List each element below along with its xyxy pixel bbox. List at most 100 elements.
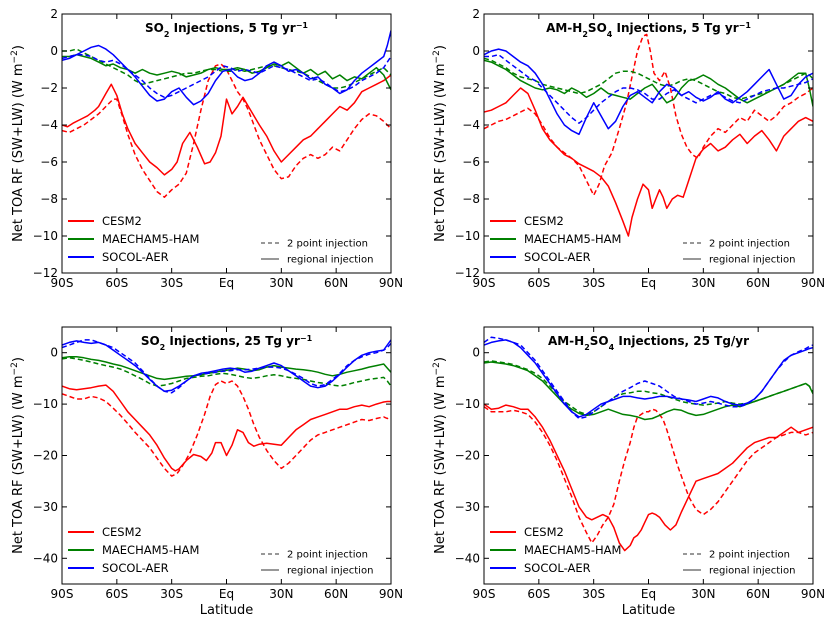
x-tick-label: 90S xyxy=(51,587,74,601)
y-tick-label: −30 xyxy=(33,500,58,514)
x-tick-label: 90S xyxy=(473,276,496,290)
x-tick-label: 60S xyxy=(105,276,128,290)
y-tick-label: −8 xyxy=(40,192,58,206)
series-line-cesm2-solid xyxy=(484,403,813,552)
ylabel-text: Net TOA RF (SW+LW) (W m xyxy=(11,63,26,241)
style-label: 2 point injection xyxy=(287,550,368,561)
y-tick-label: −40 xyxy=(33,551,58,565)
title-subscript: 2 xyxy=(160,343,166,352)
y-tick-label: −12 xyxy=(455,266,480,280)
legend-label-cesm2: CESM2 xyxy=(102,525,142,539)
series-line-maecham5-ham-solid xyxy=(484,59,813,107)
series-line-maecham5-ham-dashed xyxy=(484,360,813,416)
title-superscript: −1 xyxy=(296,21,309,30)
series-line-socol-aer-dashed xyxy=(484,336,813,420)
x-axis-label: Latitude xyxy=(622,603,676,618)
series-group xyxy=(484,33,813,237)
legend-label-maecham5-ham: MAECHAM5-HAM xyxy=(102,232,199,246)
x-tick-label: Eq xyxy=(219,587,234,601)
x-tick-label: 30S xyxy=(160,276,183,290)
ylabel-text: ) xyxy=(433,45,448,50)
x-tick-label: Eq xyxy=(641,276,656,290)
x-tick-label: 30S xyxy=(160,587,183,601)
ylabel-superscript: −2 xyxy=(10,362,20,375)
panel-title: AM-H2SO4 Injections, 5 Tg yr−1 xyxy=(546,21,751,39)
y-axis-label: Net TOA RF (SW+LW) (W m−2) xyxy=(10,357,26,554)
title-subscript: 4 xyxy=(607,30,613,39)
series-line-socol-aer-dashed xyxy=(62,339,391,394)
y-tick-label: −2 xyxy=(462,81,480,95)
y-tick-label: −20 xyxy=(455,449,480,463)
title-text: AM-H xyxy=(548,334,584,348)
legend-label-maecham5-ham: MAECHAM5-HAM xyxy=(524,543,621,557)
legend-label-cesm2: CESM2 xyxy=(524,214,564,228)
x-tick-label: 90N xyxy=(379,587,403,601)
x-tick-label: Eq xyxy=(219,276,234,290)
title-superscript: −1 xyxy=(300,334,313,343)
y-tick-label: 2 xyxy=(472,7,480,21)
ylabel-superscript: −2 xyxy=(432,362,442,375)
legend-label-cesm2: CESM2 xyxy=(524,525,564,539)
title-text: SO xyxy=(590,334,609,348)
legend-label-maecham5-ham: MAECHAM5-HAM xyxy=(524,232,621,246)
ylabel-text: Net TOA RF (SW+LW) (W m xyxy=(433,63,448,241)
series-line-maecham5-ham-dashed xyxy=(484,57,813,100)
panel-title: SO2 Injections, 5 Tg yr−1 xyxy=(145,21,308,39)
series-line-cesm2-solid xyxy=(484,87,813,237)
y-axis-label: Net TOA RF (SW+LW) (W m−2) xyxy=(10,45,26,242)
title-subscript: 2 xyxy=(584,343,590,352)
y-tick-label: 0 xyxy=(472,44,480,58)
title-subscript: 4 xyxy=(609,343,615,352)
y-tick-label: 0 xyxy=(50,346,58,360)
series-group xyxy=(62,339,391,477)
title-text: Injections, 5 Tg yr xyxy=(169,21,295,35)
series-line-cesm2-dashed xyxy=(484,33,813,197)
series-group xyxy=(484,336,813,552)
style-label: regional injection xyxy=(709,255,795,266)
y-tick-label: 0 xyxy=(50,44,58,58)
y-tick-label: 2 xyxy=(50,7,58,21)
y-tick-label: 0 xyxy=(472,346,480,360)
title-text: Injections, 25 Tg/yr xyxy=(614,334,749,348)
series-line-cesm2-solid xyxy=(62,74,391,176)
style-label: regional injection xyxy=(709,566,795,577)
title-text: SO xyxy=(141,334,160,348)
style-label: regional injection xyxy=(287,255,373,266)
title-superscript: −1 xyxy=(739,21,752,30)
x-tick-label: 60S xyxy=(527,587,550,601)
title-subscript: 2 xyxy=(164,30,170,39)
series-line-cesm2-dashed xyxy=(62,380,391,477)
legend-label-socol-aer: SOCOL-AER xyxy=(102,561,169,575)
title-subscript: 2 xyxy=(582,30,588,39)
x-tick-label: 90N xyxy=(801,276,825,290)
x-tick-label: 60S xyxy=(527,276,550,290)
y-tick-label: −10 xyxy=(455,229,480,243)
y-tick-label: −4 xyxy=(462,118,480,132)
x-tick-label: 90S xyxy=(51,276,74,290)
series-line-cesm2-solid xyxy=(62,384,391,472)
x-tick-label: 30N xyxy=(691,587,715,601)
legend-label-socol-aer: SOCOL-AER xyxy=(524,250,591,264)
x-tick-label: 60N xyxy=(324,276,348,290)
ylabel-text: Net TOA RF (SW+LW) (W m xyxy=(433,375,448,553)
panel-title: SO2 Injections, 25 Tg yr−1 xyxy=(141,334,313,352)
legend-label-socol-aer: SOCOL-AER xyxy=(524,561,591,575)
style-label: 2 point injection xyxy=(709,239,790,250)
ylabel-superscript: −2 xyxy=(10,50,20,63)
series-line-maecham5-ham-solid xyxy=(62,356,391,381)
title-text: Injections, 25 Tg yr xyxy=(165,334,300,348)
y-tick-label: −12 xyxy=(33,266,58,280)
style-label: 2 point injection xyxy=(709,550,790,561)
x-tick-label: 90S xyxy=(473,587,496,601)
title-text: SO xyxy=(588,21,607,35)
ylabel-text: ) xyxy=(11,45,26,50)
series-group xyxy=(62,30,391,198)
legend-label-socol-aer: SOCOL-AER xyxy=(102,250,169,264)
y-tick-label: −4 xyxy=(40,118,58,132)
x-tick-label: 30N xyxy=(269,276,293,290)
x-tick-label: 30S xyxy=(582,276,605,290)
